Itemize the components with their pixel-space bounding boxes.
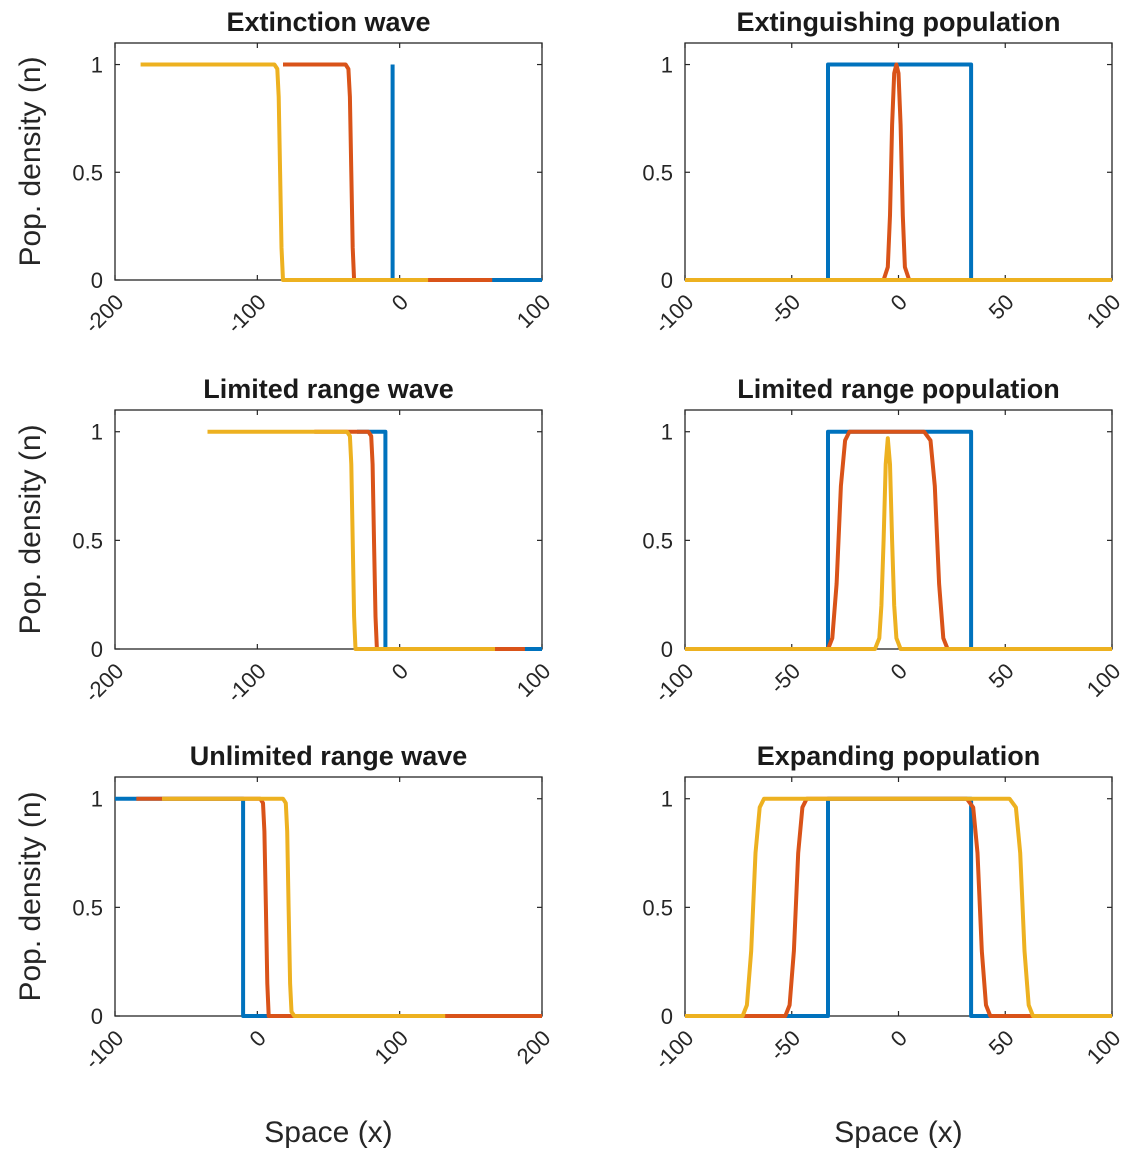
y-tick-label: 0.5 — [72, 160, 103, 185]
subplot-title: Extinguishing population — [737, 7, 1061, 37]
x-tick-label: -100 — [650, 1025, 699, 1074]
y-axis-label: Pop. density (n) — [14, 56, 47, 266]
x-tick-label: -100 — [222, 658, 271, 707]
x-tick-label: -200 — [80, 289, 129, 338]
y-tick-label: 0.5 — [642, 528, 673, 553]
subplot-title: Unlimited range wave — [190, 741, 468, 771]
x-tick-label: 100 — [1082, 658, 1126, 702]
x-tick-label: 50 — [984, 1025, 1019, 1060]
subplot-title: Expanding population — [757, 741, 1040, 771]
x-tick-label: -100 — [650, 289, 699, 338]
x-tick-label: -100 — [650, 658, 699, 707]
x-tick-label: 0 — [886, 658, 912, 684]
y-tick-label: 0 — [91, 268, 103, 293]
x-tick-label: -50 — [765, 289, 805, 329]
y-tick-label: 1 — [91, 787, 103, 812]
y-tick-label: 0.5 — [72, 528, 103, 553]
series-line-3 — [685, 436, 1112, 651]
y-tick-label: 1 — [661, 787, 673, 812]
y-tick-label: 0 — [661, 637, 673, 662]
x-tick-label: 100 — [1082, 1025, 1126, 1069]
x-tick-label: 50 — [984, 289, 1019, 324]
series-line-2 — [283, 62, 493, 282]
x-tick-label: 0 — [886, 289, 912, 315]
y-tick-label: 1 — [91, 420, 103, 445]
axes-box — [684, 409, 1113, 650]
series-line-1 — [115, 796, 542, 1018]
subplot-4: 0 0.5 1 -100 -50 0 50 100 Limited range populati… — [642, 374, 1125, 707]
x-tick-label: 100 — [512, 658, 556, 702]
series-line-3 — [140, 62, 429, 282]
x-tick-label: 100 — [1082, 289, 1126, 333]
x-tick-label: 100 — [369, 1025, 413, 1069]
y-tick-label: 0.5 — [72, 895, 103, 920]
y-axis-label: Pop. density (n) — [14, 791, 47, 1001]
x-tick-label: 0 — [886, 1025, 912, 1051]
axes-box — [114, 42, 543, 281]
y-tick-label: 0.5 — [642, 895, 673, 920]
subplot-title: Extinction wave — [226, 7, 430, 37]
x-tick-label: -100 — [222, 289, 271, 338]
subplot-3: 0 0.5 1 -200 -100 0 100 Limited range wave Pop. … — [14, 374, 555, 707]
series-line-2 — [136, 796, 542, 1018]
x-tick-label: 100 — [512, 289, 556, 333]
series-line-2 — [314, 429, 525, 651]
x-tick-label: -50 — [765, 1025, 805, 1065]
x-tick-label: -100 — [80, 1025, 129, 1074]
subplot-title: Limited range wave — [203, 374, 454, 404]
x-tick-label: 0 — [387, 289, 413, 315]
x-tick-label: 0 — [244, 1025, 270, 1051]
subplot-1: 0 0.5 1 -200 -100 0 100 Extinction wave Pop. den… — [14, 7, 555, 338]
x-tick-label: 200 — [512, 1025, 556, 1069]
x-tick-label: -200 — [80, 658, 129, 707]
axes-box — [114, 776, 543, 1017]
y-tick-label: 0 — [661, 268, 673, 293]
series-line-1 — [685, 429, 1112, 651]
series-line-1 — [390, 64, 542, 282]
y-axis-label: Pop. density (n) — [14, 424, 47, 634]
series-line-1 — [357, 429, 542, 651]
subplot-title: Limited range population — [737, 374, 1060, 404]
x-axis-label: Space (x) — [264, 1116, 392, 1149]
series-line-2 — [685, 62, 1112, 282]
axes-box — [114, 409, 543, 650]
y-tick-label: 0 — [91, 1004, 103, 1029]
series-line-3 — [162, 796, 446, 1018]
x-axis-label: Space (x) — [834, 1116, 962, 1149]
y-tick-label: 1 — [661, 53, 673, 78]
series-line-2 — [685, 429, 1112, 651]
subplot-2: 0 0.5 1 -100 -50 0 50 100 Extinguishing populati… — [642, 7, 1125, 338]
x-tick-label: 0 — [387, 658, 413, 684]
y-tick-label: 0.5 — [642, 160, 673, 185]
series-line-3 — [207, 429, 495, 651]
y-tick-label: 1 — [661, 420, 673, 445]
series-line-3 — [685, 796, 1112, 1018]
subplot-6: 0 0.5 1 -100 -50 0 50 100 Expanding population Sp… — [642, 741, 1125, 1149]
y-tick-label: 0 — [661, 1004, 673, 1029]
x-tick-label: -50 — [765, 658, 805, 698]
y-tick-label: 1 — [91, 53, 103, 78]
y-tick-label: 0 — [91, 637, 103, 662]
x-tick-label: 50 — [984, 658, 1019, 693]
